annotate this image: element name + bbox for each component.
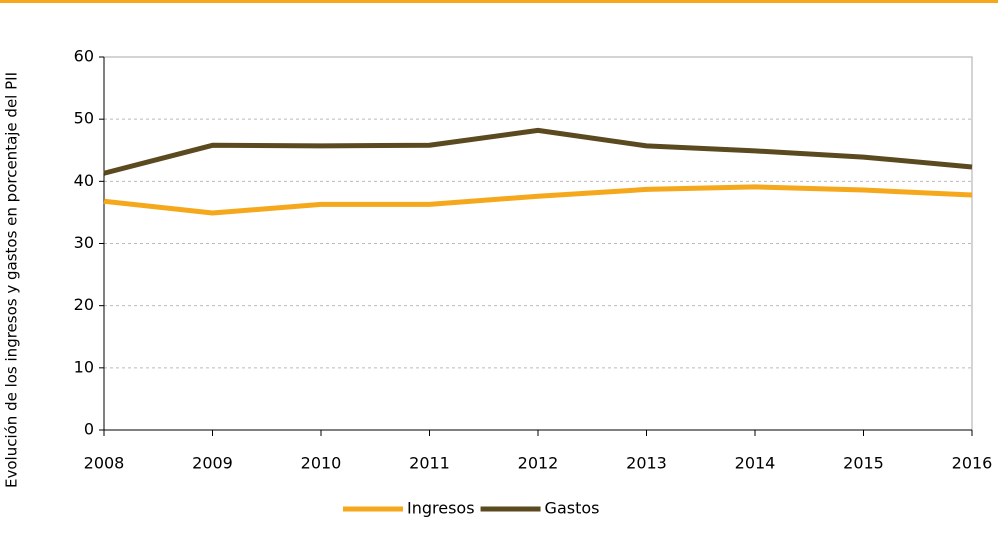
x-tick-label: 2013 (626, 454, 667, 473)
line (103, 127, 973, 176)
x-tick-label: 2009 (192, 454, 233, 473)
y-tick-label: 60 (74, 47, 94, 66)
x-tick-label: 2010 (301, 454, 342, 473)
y-axis-label: Evolución de los ingresos y gastos en po… (3, 72, 21, 488)
x-tick-label: 2014 (735, 454, 776, 473)
y-tick-label: 40 (74, 171, 94, 190)
top-rule (0, 0, 998, 3)
x-tick-label: 2015 (843, 454, 884, 473)
x-tick-label: 2012 (518, 454, 559, 473)
line (103, 184, 973, 216)
y-tick-label: 10 (74, 357, 94, 376)
y-tick-label: 0 (84, 420, 94, 439)
legend-label: Gastos (545, 499, 600, 518)
y-tick-label: 20 (74, 295, 94, 314)
x-tick-label: 2008 (84, 454, 125, 473)
legend-label: Ingresos (407, 499, 475, 518)
y-tick-label: 50 (74, 109, 94, 128)
x-tick-label: 2016 (952, 454, 993, 473)
y-tick-label: 30 (74, 233, 94, 252)
x-tick-label: 2011 (409, 454, 450, 473)
